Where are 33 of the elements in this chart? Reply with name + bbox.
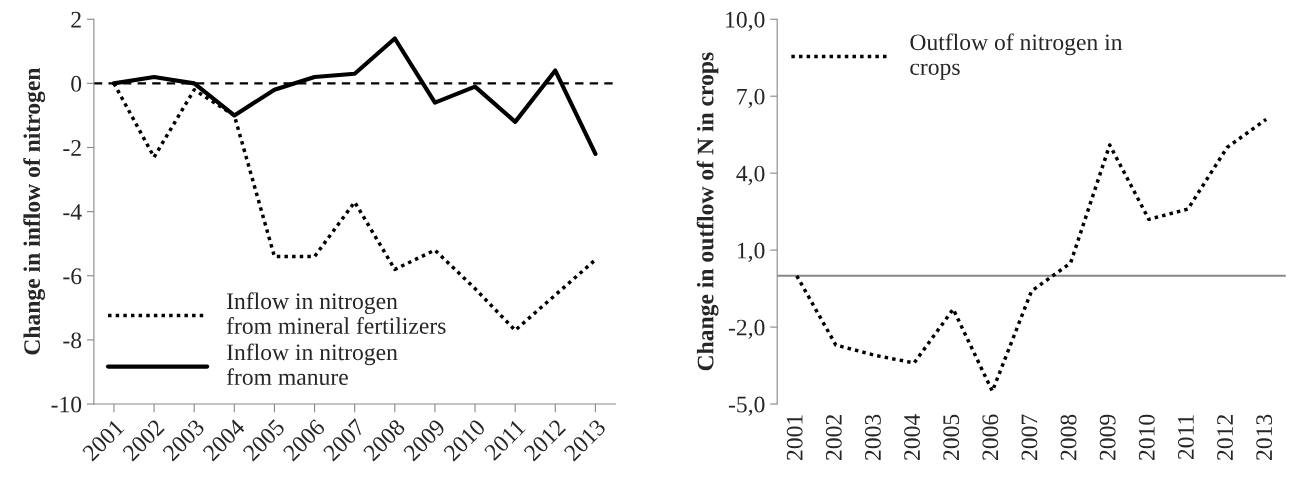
x-tick-label: 2006 [982,414,999,460]
x-tick-label: 2008 [1060,414,1077,460]
x-tick-label: 2011 [1177,415,1194,460]
y-tick-label: -2 [63,140,81,156]
x-tick-label: 2005 [943,414,960,460]
y-tick-label: 4,0 [736,165,765,185]
x-tick-label: 2013 [1256,414,1273,460]
x-tick-label: 2010 [1138,414,1155,460]
y-tick-label: -4 [63,204,82,220]
legend-label: Outflow of nitrogen in crops [910,33,1123,80]
y-tick-label: -8 [63,332,82,349]
x-tick-label: 2004 [904,414,921,460]
y-tick-label: -6 [63,268,82,285]
y-tick-label: -2,0 [728,319,765,339]
x-tick-label: 2007 [1021,414,1038,460]
y-tick-label: 7,0 [737,88,765,109]
y-axis-title: Change in outflow of N in crops [696,52,719,371]
line-series [795,117,1268,393]
x-tick-label: 2011 [483,418,526,462]
x-tick-label: 2012 [1217,415,1233,460]
y-tick-label: -5,0 [728,396,765,416]
y-tick-label: 10,0 [726,11,765,32]
y-tick-label: 1,0 [737,242,765,262]
y-tick-label: 0 [71,75,82,92]
legend-label: Inflow in nitrogen from mineral fertilizers [226,292,446,334]
y-tick-label: -10 [51,396,82,413]
x-tick-label: 2002 [825,415,842,460]
y-axis-title: Change in inflow of nitrogen [23,67,46,355]
x-tick-label: 2009 [1099,414,1116,460]
legend-label: Inflow in nitrogen from manure [226,343,398,386]
x-tick-label: 2001 [786,415,803,460]
y-tick-label: 2 [71,11,81,28]
x-tick-label: 2003 [864,414,881,460]
